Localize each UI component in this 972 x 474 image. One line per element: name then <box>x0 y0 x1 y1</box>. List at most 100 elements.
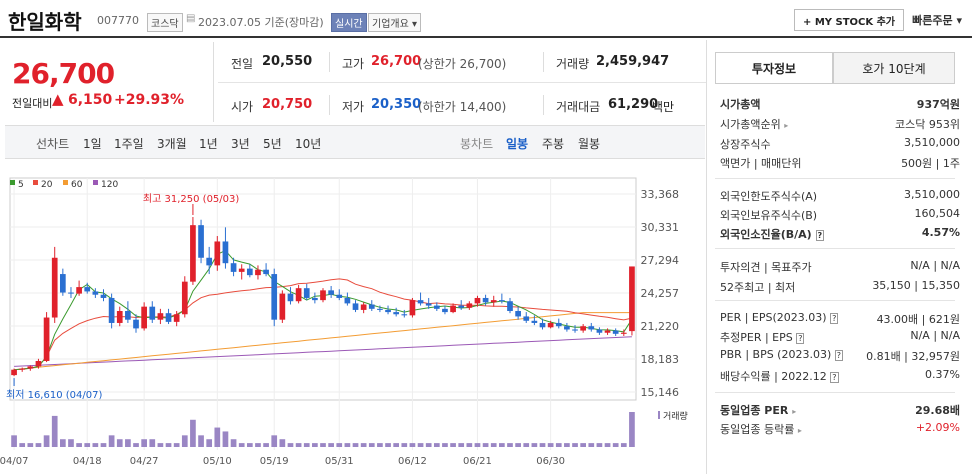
candle-body <box>230 263 237 272</box>
add-my-stock-button[interactable]: + MY STOCK 추가 <box>793 9 904 31</box>
volume-bar <box>92 443 99 447</box>
volume-bar <box>499 443 505 447</box>
tab-order-book[interactable]: 호가 10단계 <box>833 52 955 84</box>
volume-bar <box>68 439 74 447</box>
candle-body <box>442 308 448 313</box>
candle-body <box>499 300 505 302</box>
volume-bar <box>214 427 221 447</box>
volume-bar <box>417 443 424 447</box>
current-price: 26,700 <box>12 57 115 90</box>
candle-body <box>312 297 318 301</box>
candle-body <box>336 294 343 298</box>
period-10y[interactable]: 10년 <box>295 137 322 151</box>
candle-body <box>173 314 180 322</box>
volume-bar <box>181 435 188 447</box>
tab-investment-info[interactable]: 투자정보 <box>715 52 833 84</box>
volume-bar <box>393 443 400 447</box>
candle-body <box>84 287 91 292</box>
est-per-row: 추정PER | EPS ? N/A | N/A <box>720 329 960 344</box>
candle-body <box>263 269 269 275</box>
volume-label: 거래량 <box>556 57 590 71</box>
divider <box>329 52 330 72</box>
candle-body <box>344 297 351 304</box>
candle-body <box>11 369 17 376</box>
per-row: PER | EPS(2023.03) ? 43.00배 | 621원 <box>720 311 960 326</box>
candle-body <box>555 322 562 327</box>
x-tick-label: 06/21 <box>463 456 492 467</box>
stock-code: 007770 <box>97 14 139 27</box>
section-line <box>715 178 955 179</box>
candle-body <box>433 305 440 309</box>
volume-bar <box>295 443 302 447</box>
candle-body <box>401 314 408 316</box>
price-chart[interactable]: 33,368 30,331 27,294 24,257 21,220 18,183 15,1… <box>0 168 706 474</box>
volume-bar <box>11 435 17 447</box>
market-cap-row: 시가총액 937억원 <box>720 98 960 111</box>
period-3y[interactable]: 3년 <box>231 137 250 151</box>
market-badge: 코스닥 <box>147 13 183 32</box>
x-tick-label: 06/12 <box>398 456 427 467</box>
candle-body <box>620 332 627 334</box>
volume-bar <box>165 443 172 447</box>
chevron-right-icon: ▸ <box>797 426 802 435</box>
section-line <box>715 300 955 301</box>
period-1w[interactable]: 1주일 <box>114 137 144 151</box>
candle-chart-label: 봉차트 <box>460 137 494 151</box>
help-icon[interactable]: ? <box>834 350 844 361</box>
divider <box>543 95 544 115</box>
period-3m[interactable]: 3개월 <box>157 137 187 151</box>
volume-bar <box>555 443 562 447</box>
candle-body <box>320 290 326 301</box>
volume-bar <box>125 439 131 447</box>
candle-body <box>68 292 74 294</box>
volume-bar <box>108 435 115 447</box>
volume-bar <box>474 443 481 447</box>
quick-order-button[interactable]: 빠른주문 ▾ <box>912 14 962 27</box>
volume-bar <box>466 443 473 447</box>
volume-label: 거래량 <box>663 410 688 422</box>
volume-bar <box>523 443 530 447</box>
foreign-limit-row: 외국인한도주식수(A) 3,510,000 <box>720 188 960 203</box>
realtime-badge[interactable]: 실시간 <box>331 13 367 32</box>
stats-divider <box>218 82 706 83</box>
volume-bar <box>401 443 408 447</box>
ma120-line <box>14 336 632 367</box>
period-1d[interactable]: 1일 <box>83 137 102 151</box>
candle-body <box>59 274 66 293</box>
legend-label: 120 <box>101 180 118 190</box>
chart-frame <box>9 177 637 401</box>
volume-bar <box>507 443 513 447</box>
candle-weekly[interactable]: 주봉 <box>542 137 565 151</box>
help-icon[interactable]: ? <box>796 333 805 344</box>
reference-date: 2023.07.05 기준(장마감) <box>198 16 324 29</box>
volume-bar <box>271 435 278 447</box>
max-label: 최고 31,250 (05/03) <box>143 193 239 205</box>
help-icon[interactable]: ? <box>815 230 825 241</box>
period-1y[interactable]: 1년 <box>199 137 218 151</box>
volume-bar <box>604 443 611 447</box>
volume-bar <box>320 443 326 447</box>
volume-bar <box>442 443 448 447</box>
volume-bar <box>328 443 334 447</box>
candle-monthly[interactable]: 월봉 <box>578 137 601 151</box>
candle-body <box>165 313 172 322</box>
candle-body <box>531 320 538 323</box>
candle-body <box>572 329 578 331</box>
volume-bar <box>190 419 196 447</box>
volume-bar <box>59 439 66 447</box>
legend-swatch <box>33 180 38 185</box>
amount-label: 거래대금 <box>556 100 601 114</box>
help-icon[interactable]: ? <box>830 313 839 324</box>
help-icon[interactable]: ? <box>830 372 839 383</box>
calendar-icon: ▤ <box>186 13 196 24</box>
period-5y[interactable]: 5년 <box>263 137 282 151</box>
candle-body <box>303 288 310 298</box>
high-value: 26,700 <box>371 54 422 69</box>
company-info-dropdown[interactable]: 기업개요 ▾ <box>368 13 422 32</box>
candle-daily[interactable]: 일봉 <box>506 137 529 151</box>
industry-rate-row: 동일업종 등락률 ▸ +2.09% <box>720 421 960 436</box>
candle-body <box>181 281 188 315</box>
candle-body <box>417 300 424 304</box>
volume-bar <box>133 443 139 447</box>
prev-close-label: 전일 <box>231 57 254 71</box>
